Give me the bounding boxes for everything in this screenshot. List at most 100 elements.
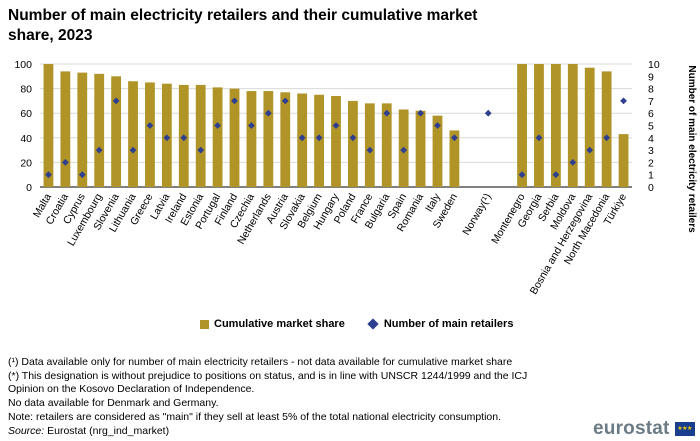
marker-point xyxy=(434,122,441,129)
left-tick-label: 0 xyxy=(26,182,32,194)
bar xyxy=(348,100,358,187)
right-tick-label: 9 xyxy=(648,71,654,83)
left-axis: 0 20 40 60 80 100 xyxy=(14,59,32,194)
marker-point xyxy=(451,134,458,142)
bar xyxy=(43,64,54,187)
marker-point xyxy=(620,97,627,105)
marker-point xyxy=(264,109,272,117)
bar xyxy=(449,130,460,187)
footnote-4: No data available for Denmark and German… xyxy=(8,397,219,410)
eu-flag-icon: ★★★ xyxy=(674,422,695,436)
footnote-3: Opinion on the Kosovo Declaration of Ind… xyxy=(8,383,255,396)
right-tick-label: 5 xyxy=(648,121,654,133)
bar xyxy=(77,72,88,187)
marker-point xyxy=(214,122,221,129)
marker-point xyxy=(366,146,374,154)
bar xyxy=(381,103,392,187)
bar xyxy=(618,134,629,187)
legend-marker-label: Number of main retailers xyxy=(383,318,514,330)
legend: Cumulative market share Number of main r… xyxy=(200,318,513,330)
left-tick-label: 100 xyxy=(14,59,32,71)
bar xyxy=(550,64,561,187)
right-tick-label: 6 xyxy=(648,108,654,120)
left-tick-label: 60 xyxy=(20,108,32,120)
bar xyxy=(567,64,578,187)
marker-point xyxy=(586,146,594,154)
left-tick-label: 40 xyxy=(20,133,32,145)
chart-title: Number of main electricity retailers and… xyxy=(8,6,568,46)
logo-text: eurostat xyxy=(593,418,670,439)
marker-point xyxy=(112,97,120,105)
bar xyxy=(263,91,274,187)
bar xyxy=(364,103,375,187)
bar xyxy=(111,76,122,187)
marker-point xyxy=(129,146,137,154)
marker-point xyxy=(163,134,171,142)
marker-point xyxy=(197,146,205,154)
marker-point xyxy=(298,134,306,142)
bar xyxy=(280,92,291,187)
legend-item-markers: Number of main retailers xyxy=(367,318,514,330)
right-tick-label: 3 xyxy=(648,145,654,157)
marker-point xyxy=(281,97,289,105)
source-label: Source: xyxy=(8,424,45,437)
source-text: Eurostat (nrg_ind_market) xyxy=(44,424,170,437)
legend-bar-label: Cumulative market share xyxy=(214,318,345,330)
marker-series xyxy=(45,97,627,179)
marker-point xyxy=(383,109,391,117)
eurostat-logo: eurostat ★★★ xyxy=(593,418,695,440)
marker-point xyxy=(248,122,255,129)
marker-point xyxy=(535,134,543,142)
marker-point xyxy=(146,122,154,129)
chart-title-line-1: Number of main electricity retailers and… xyxy=(8,7,478,24)
bar xyxy=(94,73,105,187)
marker-point xyxy=(332,122,340,129)
legend-bar-swatch xyxy=(200,319,209,329)
footnote-1: (¹) Data available only for number of ma… xyxy=(8,356,513,368)
bar xyxy=(60,71,71,187)
bar xyxy=(229,88,240,187)
marker-point xyxy=(78,171,86,179)
marker-point xyxy=(349,134,357,142)
bar xyxy=(195,84,206,187)
right-axis-label: Number of main electricity retailers xyxy=(686,65,697,233)
marker-point xyxy=(180,134,188,142)
marker-point xyxy=(569,159,577,166)
marker-point xyxy=(417,109,424,117)
bar xyxy=(517,64,527,187)
marker-point xyxy=(400,146,408,154)
right-tick-label: 4 xyxy=(648,133,654,145)
bar xyxy=(584,67,595,187)
bar xyxy=(432,115,443,187)
bar xyxy=(415,110,426,187)
right-tick-label: 7 xyxy=(648,96,654,108)
right-tick-label: 8 xyxy=(648,84,654,96)
marker-point xyxy=(603,134,611,142)
bar xyxy=(331,95,341,187)
bar xyxy=(534,64,544,187)
marker-point xyxy=(518,171,526,179)
footnote-2: (*) This designation is without prejudic… xyxy=(8,369,528,382)
chart-title-line-2: share, 2023 xyxy=(8,27,93,44)
footnote-5: Note: retailers are considered as "main"… xyxy=(8,410,502,423)
bar xyxy=(246,91,257,187)
bar xyxy=(128,81,138,187)
bar xyxy=(212,87,223,187)
right-tick-label: 0 xyxy=(648,182,654,194)
right-tick-label: 10 xyxy=(648,59,660,71)
right-tick-label: 1 xyxy=(648,170,654,182)
footnotes: (¹) Data available only for number of ma… xyxy=(8,356,648,438)
marker-point xyxy=(45,171,52,179)
marker-point xyxy=(95,146,103,154)
right-tick-label: 2 xyxy=(648,157,654,169)
marker-point xyxy=(61,159,69,166)
marker-point xyxy=(484,109,492,117)
category-label: Norway(¹) xyxy=(460,192,493,238)
bar xyxy=(145,82,155,187)
marker-point xyxy=(231,97,238,105)
legend-diamond-swatch xyxy=(367,318,379,330)
source-line: Source: Eurostat (nrg_ind_market) xyxy=(8,425,648,439)
legend-item-bars: Cumulative market share xyxy=(200,318,345,330)
